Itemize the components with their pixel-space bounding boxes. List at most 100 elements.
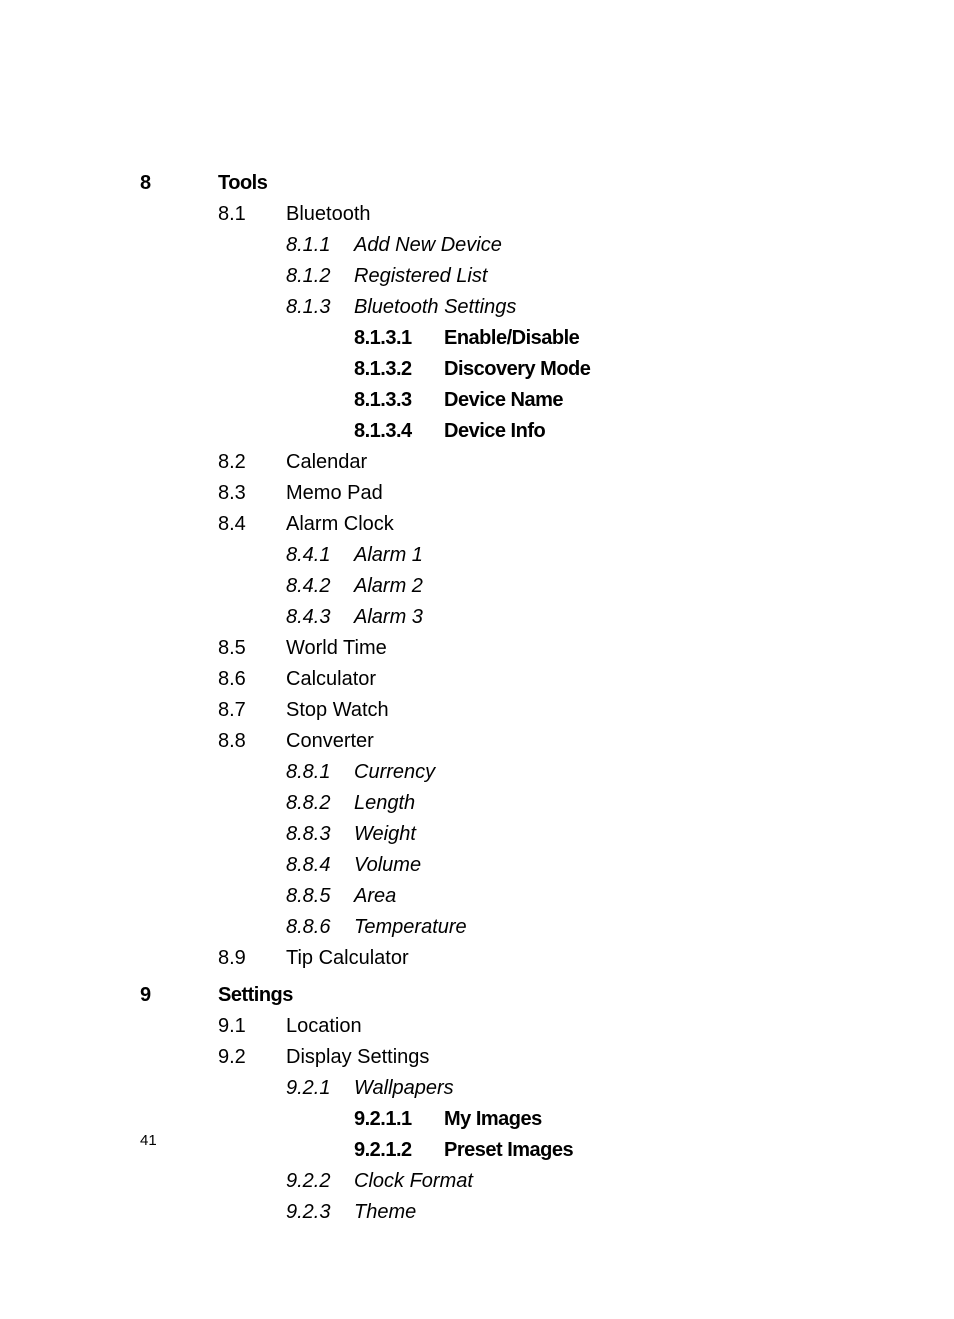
toc-l2-title: Calendar xyxy=(286,447,367,478)
toc-l3-num: 8.8.1 xyxy=(286,757,354,788)
toc-l3: 8.8.3 Weight xyxy=(286,819,840,850)
toc-l2: 8.2 Calendar xyxy=(218,447,840,478)
toc-l2: 8.6 Calculator xyxy=(218,664,840,695)
toc-l2: 8.4 Alarm Clock xyxy=(218,509,840,540)
toc-l1-title: Tools xyxy=(218,168,267,199)
toc-l2: 8.3 Memo Pad xyxy=(218,478,840,509)
toc-l3-title: Volume xyxy=(354,850,421,881)
toc-l2: 9.1 Location xyxy=(218,1011,840,1042)
toc-l2-title: Alarm Clock xyxy=(286,509,394,540)
toc-l3-title: Wallpapers xyxy=(354,1073,454,1104)
toc-l4-title: Preset Images xyxy=(444,1135,573,1166)
toc-l2-num: 8.9 xyxy=(218,943,286,974)
toc-l2-num: 8.1 xyxy=(218,199,286,230)
toc-l3-num: 8.8.4 xyxy=(286,850,354,881)
toc-l2-title: Stop Watch xyxy=(286,695,389,726)
toc-l2: 8.9 Tip Calculator xyxy=(218,943,840,974)
toc-l1-title: Settings xyxy=(218,980,293,1011)
toc-l3: 8.8.1 Currency xyxy=(286,757,840,788)
toc-l4: 9.2.1.2 Preset Images xyxy=(354,1135,840,1166)
toc-l3: 9.2.2 Clock Format xyxy=(286,1166,840,1197)
toc-l3-title: Alarm 3 xyxy=(354,602,423,633)
toc-l3: 8.1.2 Registered List xyxy=(286,261,840,292)
toc-l4-num: 9.2.1.1 xyxy=(354,1104,444,1135)
toc-l3: 8.1.1 Add New Device xyxy=(286,230,840,261)
toc-l2: 9.2 Display Settings xyxy=(218,1042,840,1073)
toc-l3: 8.8.5 Area xyxy=(286,881,840,912)
toc-l2-title: World Time xyxy=(286,633,387,664)
toc-l3: 8.4.2 Alarm 2 xyxy=(286,571,840,602)
toc-l2-title: Bluetooth xyxy=(286,199,371,230)
toc-l4-num: 8.1.3.4 xyxy=(354,416,444,447)
toc-l2-title: Location xyxy=(286,1011,362,1042)
toc-l3: 8.8.2 Length xyxy=(286,788,840,819)
toc-l4-title: Device Info xyxy=(444,416,545,447)
toc-l2-title: Converter xyxy=(286,726,374,757)
toc-l3-title: Currency xyxy=(354,757,435,788)
toc-l2-num: 9.1 xyxy=(218,1011,286,1042)
toc-l4-title: Device Name xyxy=(444,385,563,416)
toc-l3-num: 8.4.1 xyxy=(286,540,354,571)
document-page: 8 Tools 8.1 Bluetooth 8.1.1 Add New Devi… xyxy=(0,0,954,1319)
toc-l3-num: 8.1.2 xyxy=(286,261,354,292)
page-number: 41 xyxy=(140,1132,157,1149)
toc-l3-title: Theme xyxy=(354,1197,416,1228)
toc-l4-num: 8.1.3.3 xyxy=(354,385,444,416)
toc-l3: 8.8.6 Temperature xyxy=(286,912,840,943)
toc-l3-num: 8.4.2 xyxy=(286,571,354,602)
toc-l2: 8.5 World Time xyxy=(218,633,840,664)
toc-l2-num: 8.7 xyxy=(218,695,286,726)
toc-l3: 8.1.3 Bluetooth Settings xyxy=(286,292,840,323)
toc-l1: 9 Settings xyxy=(140,980,840,1011)
toc-l2-num: 8.3 xyxy=(218,478,286,509)
toc-l3-title: Alarm 1 xyxy=(354,540,423,571)
toc-l3-num: 9.2.3 xyxy=(286,1197,354,1228)
toc-l2-num: 8.6 xyxy=(218,664,286,695)
toc-l3-title: Alarm 2 xyxy=(354,571,423,602)
toc-l3-title: Weight xyxy=(354,819,416,850)
toc-l3-title: Registered List xyxy=(354,261,487,292)
toc-l3-num: 8.8.2 xyxy=(286,788,354,819)
toc-l3-num: 8.8.3 xyxy=(286,819,354,850)
toc-l2-num: 8.4 xyxy=(218,509,286,540)
toc-l4-num: 8.1.3.1 xyxy=(354,323,444,354)
toc-l3: 9.2.3 Theme xyxy=(286,1197,840,1228)
toc-l1-num: 9 xyxy=(140,980,218,1011)
toc-l4-num: 9.2.1.2 xyxy=(354,1135,444,1166)
toc-l3: 9.2.1 Wallpapers xyxy=(286,1073,840,1104)
toc-l4-title: Discovery Mode xyxy=(444,354,590,385)
toc-l3-num: 8.8.5 xyxy=(286,881,354,912)
toc-l2-title: Calculator xyxy=(286,664,376,695)
toc-l3-num: 8.1.3 xyxy=(286,292,354,323)
toc-l3-title: Clock Format xyxy=(354,1166,473,1197)
toc-l2-title: Display Settings xyxy=(286,1042,429,1073)
toc-l3: 8.4.1 Alarm 1 xyxy=(286,540,840,571)
toc-l3-title: Add New Device xyxy=(354,230,502,261)
toc-l2-title: Memo Pad xyxy=(286,478,383,509)
toc-l2-num: 8.2 xyxy=(218,447,286,478)
toc-l1: 8 Tools xyxy=(140,168,840,199)
toc-l4-title: My Images xyxy=(444,1104,542,1135)
toc-l2-num: 8.8 xyxy=(218,726,286,757)
toc-l4-num: 8.1.3.2 xyxy=(354,354,444,385)
toc-l3-num: 8.4.3 xyxy=(286,602,354,633)
toc-l4: 9.2.1.1 My Images xyxy=(354,1104,840,1135)
toc-l2-title: Tip Calculator xyxy=(286,943,409,974)
toc-l3: 8.8.4 Volume xyxy=(286,850,840,881)
toc-content: 8 Tools 8.1 Bluetooth 8.1.1 Add New Devi… xyxy=(140,168,840,1228)
toc-l3-num: 9.2.1 xyxy=(286,1073,354,1104)
toc-l4-title: Enable/Disable xyxy=(444,323,579,354)
toc-l3: 8.4.3 Alarm 3 xyxy=(286,602,840,633)
toc-l2: 8.8 Converter xyxy=(218,726,840,757)
toc-l2: 8.7 Stop Watch xyxy=(218,695,840,726)
toc-l2-num: 9.2 xyxy=(218,1042,286,1073)
toc-l2-num: 8.5 xyxy=(218,633,286,664)
toc-l4: 8.1.3.4 Device Info xyxy=(354,416,840,447)
toc-l3-num: 8.8.6 xyxy=(286,912,354,943)
toc-l3-num: 8.1.1 xyxy=(286,230,354,261)
toc-l3-title: Temperature xyxy=(354,912,467,943)
toc-l1-num: 8 xyxy=(140,168,218,199)
toc-l3-title: Bluetooth Settings xyxy=(354,292,516,323)
toc-l4: 8.1.3.1 Enable/Disable xyxy=(354,323,840,354)
toc-l3-title: Area xyxy=(354,881,396,912)
